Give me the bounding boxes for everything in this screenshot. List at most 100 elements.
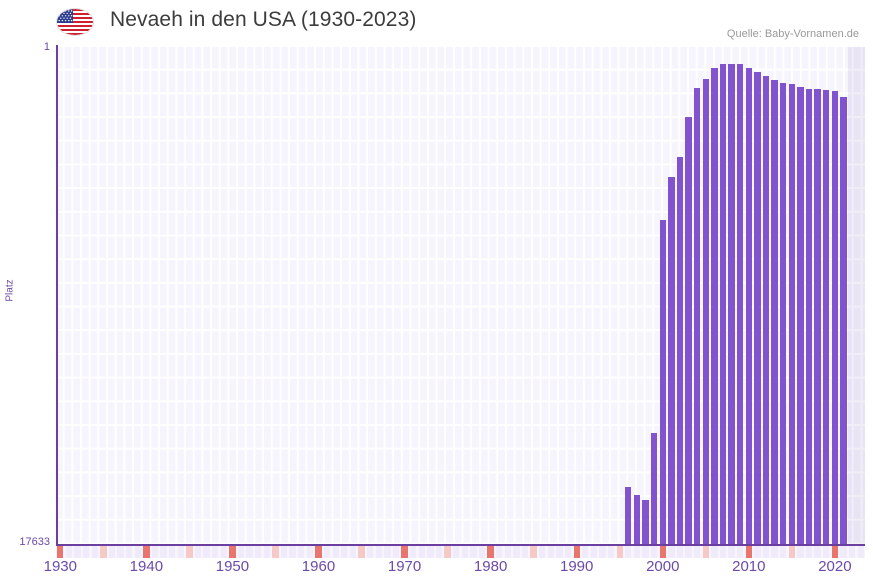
x-tick-1934 [91,546,98,558]
x-tick-1930 [57,546,64,558]
x-tick-1966 [366,546,374,558]
x-tick-1989 [564,546,572,558]
x-tick-1952 [246,546,253,558]
x-tick-1983 [513,546,520,558]
bar-2019[interactable] [823,90,830,544]
x-tick-1975 [444,546,451,558]
bar-1997[interactable] [633,494,641,544]
x-tick-1996 [625,546,632,558]
bar-2002[interactable] [676,156,684,544]
x-tick-2023 [857,546,864,558]
x-tick-1939 [134,546,141,558]
x-tick-2012 [762,546,770,558]
x-tick-1997 [633,546,641,558]
x-tick-1994 [607,546,615,558]
bar-2011[interactable] [754,72,761,544]
bar-1999[interactable] [650,432,658,544]
x-tick-1992 [590,546,598,558]
bar-2000[interactable] [659,220,666,544]
x-tick-2010 [745,546,752,558]
x-tick-1980 [487,546,494,558]
x-tick-1985 [530,546,537,558]
x-axis-label-2010: 2010 [732,558,766,575]
x-axis-label-2000: 2000 [646,558,680,575]
y-axis-bottom-label: 17633 [19,536,50,548]
bar-2003[interactable] [685,116,692,544]
bar-2006[interactable] [711,68,718,544]
x-tick-1957 [289,546,296,558]
x-tick-1945 [186,546,193,558]
bar-2008[interactable] [728,63,735,544]
x-tick-1947 [203,546,210,558]
plot-area [56,47,865,544]
bar-2014[interactable] [780,82,787,544]
bar-1996[interactable] [625,487,632,544]
x-tick-1940 [143,546,150,558]
x-tick-2001 [668,546,675,558]
bar-2012[interactable] [762,76,770,544]
x-tick-1960 [315,546,322,558]
x-tick-1993 [599,546,606,558]
x-tick-1935 [100,546,107,558]
y-axis-top-label: 1 [43,41,50,53]
x-tick-1941 [151,546,159,558]
x-tick-1951 [237,546,245,558]
bar-2005[interactable] [702,78,709,544]
bar-2020[interactable] [831,90,839,544]
bar-2007[interactable] [719,63,727,544]
chart-header: Nevaeh in den USA (1930-2023) Quelle: Ba… [0,0,873,47]
x-axis-tick-strip [56,546,865,558]
x-tick-1931 [65,546,73,558]
x-tick-1933 [82,546,90,558]
x-tick-1954 [263,546,271,558]
x-tick-1943 [169,546,176,558]
x-tick-2011 [754,546,761,558]
bar-2010[interactable] [745,67,752,544]
x-axis-label-1970: 1970 [387,558,422,575]
x-tick-1963 [341,546,348,558]
x-tick-1976 [453,546,460,558]
x-tick-2021 [840,546,847,558]
x-tick-1953 [255,546,262,558]
bar-2018[interactable] [814,88,821,544]
x-tick-2020 [831,546,839,558]
x-tick-1970 [401,546,408,558]
x-tick-1936 [108,546,116,558]
x-tick-2019 [823,546,830,558]
x-tick-1988 [556,546,563,558]
x-tick-2007 [719,546,727,558]
x-tick-2005 [702,546,709,558]
y-axis-title: Platz [4,279,16,302]
x-tick-2014 [780,546,787,558]
x-tick-1964 [349,546,357,558]
x-tick-1955 [272,546,279,558]
x-tick-1932 [74,546,81,558]
x-axis-label-1940: 1940 [129,558,164,575]
bar-2009[interactable] [737,64,744,544]
x-tick-1938 [125,546,133,558]
x-tick-1977 [461,546,468,558]
y-axis-line [56,45,58,546]
x-axis-line [56,544,865,546]
x-axis-label-1980: 1980 [473,558,508,575]
x-tick-2009 [737,546,744,558]
bar-2004[interactable] [693,87,701,544]
x-tick-1949 [220,546,227,558]
x-tick-2004 [693,546,701,558]
x-axis-label-1930: 1930 [43,558,77,575]
x-tick-2017 [805,546,813,558]
bar-2013[interactable] [771,80,778,544]
bar-1998[interactable] [642,500,649,544]
bar-2017[interactable] [805,89,813,544]
x-tick-1937 [117,546,124,558]
bar-2001[interactable] [668,177,675,544]
x-tick-1981 [496,546,503,558]
bar-2016[interactable] [797,87,804,544]
bar-2015[interactable] [788,84,796,544]
source-attribution: Quelle: Baby-Vornamen.de [726,28,859,40]
bar-2021[interactable] [840,97,847,544]
x-tick-1950 [229,546,236,558]
bar-series [56,47,865,544]
x-axis-label-1990: 1990 [560,558,594,575]
x-tick-1978 [470,546,477,558]
